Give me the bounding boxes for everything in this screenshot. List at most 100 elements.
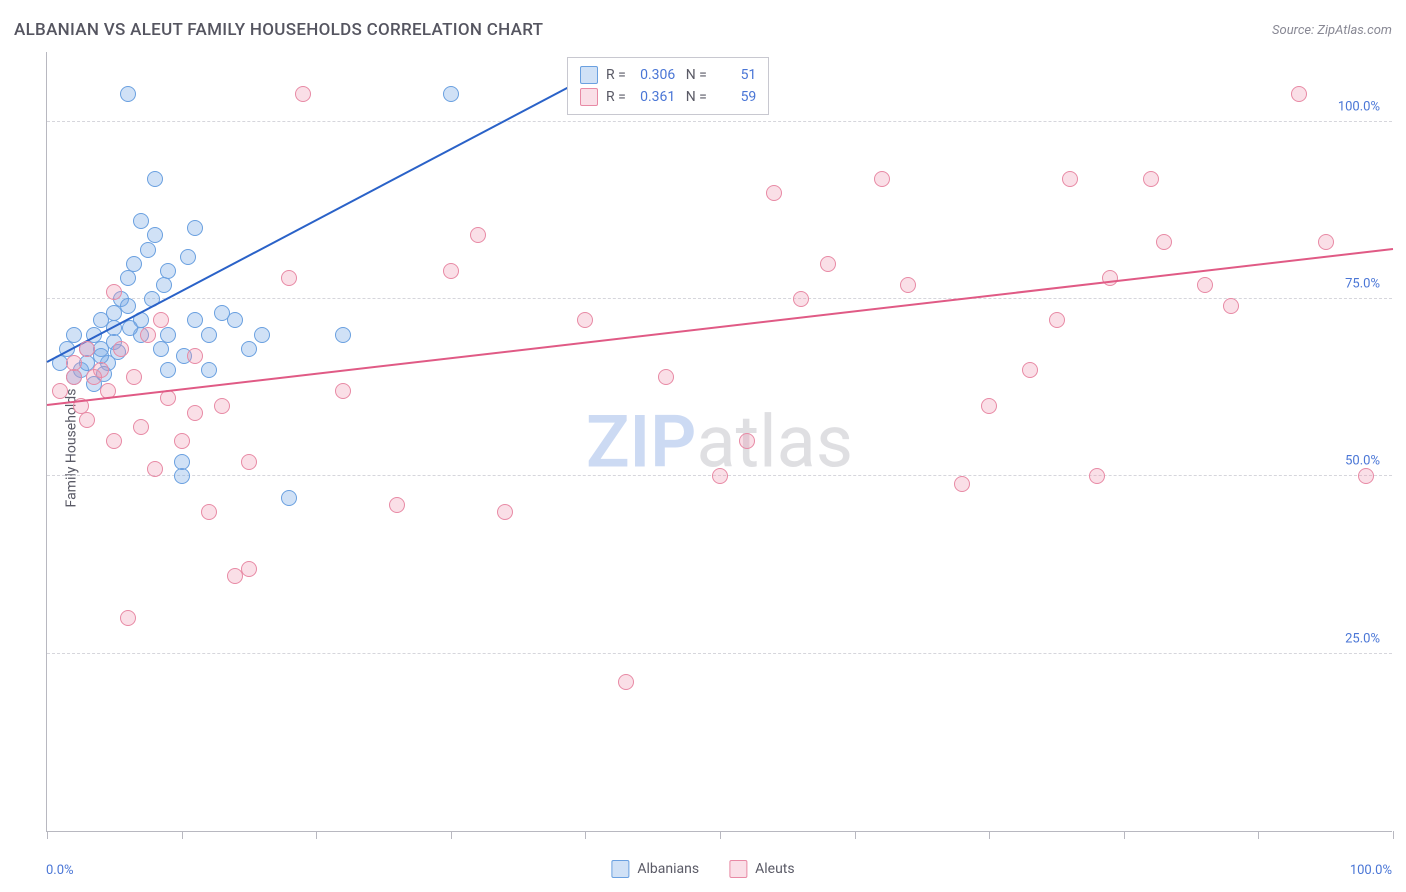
gridline — [47, 298, 1392, 299]
legend-swatch-aleuts — [729, 860, 747, 878]
data-point-aleuts — [79, 412, 95, 428]
data-point-albanians — [174, 468, 190, 484]
data-point-aleuts — [201, 504, 217, 520]
data-point-albanians — [180, 249, 196, 265]
data-point-aleuts — [66, 355, 82, 371]
data-point-aleuts — [1062, 171, 1078, 187]
data-point-albanians — [126, 256, 142, 272]
data-point-aleuts — [120, 610, 136, 626]
gridline — [47, 121, 1392, 122]
x-tick — [989, 831, 990, 839]
x-tick — [720, 831, 721, 839]
legend-swatch-albanians — [611, 860, 629, 878]
data-point-albanians — [254, 327, 270, 343]
data-point-aleuts — [86, 369, 102, 385]
data-point-albanians — [241, 341, 257, 357]
data-point-aleuts — [106, 433, 122, 449]
data-point-aleuts — [126, 369, 142, 385]
y-tick-label: 50.0% — [1345, 454, 1380, 469]
data-point-aleuts — [187, 348, 203, 364]
legend-item-albanians: Albanians — [611, 860, 699, 878]
data-point-aleuts — [174, 433, 190, 449]
data-point-aleuts — [1197, 277, 1213, 293]
data-point-albanians — [156, 277, 172, 293]
data-point-aleuts — [1291, 86, 1307, 102]
data-point-albanians — [201, 327, 217, 343]
data-point-aleuts — [497, 504, 513, 520]
x-tick — [855, 831, 856, 839]
x-axis-min-label: 0.0% — [46, 863, 74, 878]
data-point-albanians — [140, 242, 156, 258]
data-point-aleuts — [1156, 234, 1172, 250]
data-point-aleuts — [1089, 468, 1105, 484]
data-point-aleuts — [241, 561, 257, 577]
data-point-aleuts — [766, 185, 782, 201]
data-point-aleuts — [1358, 468, 1374, 484]
x-tick — [1393, 831, 1394, 839]
data-point-aleuts — [281, 270, 297, 286]
legend-label: Albanians — [637, 861, 699, 877]
data-point-aleuts — [160, 390, 176, 406]
data-point-aleuts — [793, 291, 809, 307]
y-tick-label: 100.0% — [1338, 99, 1380, 114]
data-point-aleuts — [820, 256, 836, 272]
data-point-aleuts — [1143, 171, 1159, 187]
data-point-albanians — [133, 213, 149, 229]
data-point-aleuts — [739, 433, 755, 449]
data-point-aleuts — [712, 468, 728, 484]
data-point-albanians — [187, 312, 203, 328]
data-point-aleuts — [52, 383, 68, 399]
data-point-aleuts — [389, 497, 405, 513]
data-point-aleuts — [335, 383, 351, 399]
data-point-albanians — [201, 362, 217, 378]
data-point-aleuts — [214, 398, 230, 414]
data-point-aleuts — [113, 341, 129, 357]
legend-label: Aleuts — [755, 861, 794, 877]
x-tick — [1124, 831, 1125, 839]
data-point-albanians — [281, 490, 297, 506]
data-point-aleuts — [1102, 270, 1118, 286]
data-point-aleuts — [1049, 312, 1065, 328]
gridline — [47, 653, 1392, 654]
trend-line-aleuts — [47, 248, 1393, 406]
x-axis-max-label: 100.0% — [1350, 863, 1392, 878]
data-point-aleuts — [106, 284, 122, 300]
data-point-albanians — [147, 227, 163, 243]
stat-row-aleuts: R = 0.361 N = 59 — [580, 86, 756, 108]
data-point-albanians — [335, 327, 351, 343]
data-point-aleuts — [66, 369, 82, 385]
data-point-albanians — [66, 327, 82, 343]
data-point-aleuts — [153, 312, 169, 328]
x-tick — [451, 831, 452, 839]
data-point-aleuts — [577, 312, 593, 328]
y-tick-label: 25.0% — [1345, 631, 1380, 646]
data-point-aleuts — [133, 419, 149, 435]
legend-item-aleuts: Aleuts — [729, 860, 794, 878]
data-point-aleuts — [79, 341, 95, 357]
chart-title: ALBANIAN VS ALEUT FAMILY HOUSEHOLDS CORR… — [14, 20, 543, 40]
data-point-albanians — [160, 362, 176, 378]
data-point-aleuts — [1223, 298, 1239, 314]
swatch-albanians — [580, 66, 598, 84]
data-point-albanians — [147, 171, 163, 187]
data-point-albanians — [174, 454, 190, 470]
stat-row-albanians: R = 0.306 N = 51 — [580, 64, 756, 86]
x-tick — [182, 831, 183, 839]
data-point-albanians — [160, 327, 176, 343]
data-point-aleuts — [140, 327, 156, 343]
trend-line-albanians — [47, 63, 613, 363]
plot-area: ZIPatlas 25.0%50.0%75.0%100.0%R = 0.306 … — [46, 52, 1392, 832]
x-tick — [316, 831, 317, 839]
x-tick — [1258, 831, 1259, 839]
swatch-aleuts — [580, 88, 598, 106]
data-point-aleuts — [147, 461, 163, 477]
title-bar: ALBANIAN VS ALEUT FAMILY HOUSEHOLDS CORR… — [14, 20, 1392, 40]
data-point-aleuts — [618, 674, 634, 690]
data-point-albanians — [187, 220, 203, 236]
data-point-aleuts — [1318, 234, 1334, 250]
y-tick-label: 75.0% — [1345, 277, 1380, 292]
data-point-aleuts — [874, 171, 890, 187]
stat-box: R = 0.306 N = 51R = 0.361 N = 59 — [567, 57, 769, 115]
data-point-aleuts — [658, 369, 674, 385]
x-tick — [585, 831, 586, 839]
